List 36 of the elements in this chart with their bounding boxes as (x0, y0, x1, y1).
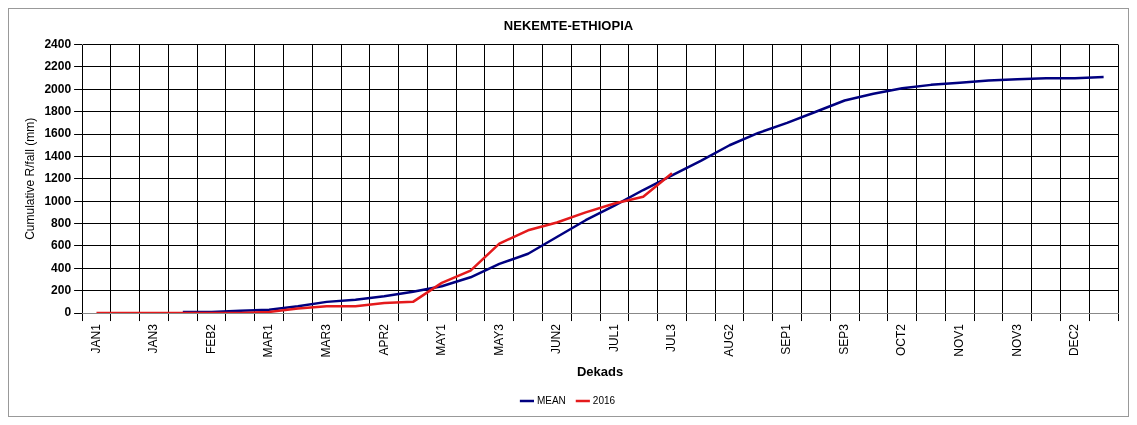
x-tick-label: JUL1 (606, 323, 621, 353)
x-tick-label: NOV1 (952, 323, 967, 357)
y-tick-label: 2200 (44, 59, 72, 74)
y-tick-label: 1800 (44, 104, 72, 119)
y-tick-label: 0 (64, 305, 72, 320)
y-tick-label: 400 (51, 260, 72, 275)
legend-label: 2016 (592, 394, 616, 406)
x-axis-title: Dekads (576, 363, 624, 379)
y-tick-label: 200 (51, 283, 72, 297)
x-tick-label: MAR3 (319, 323, 333, 358)
x-tick-label: SEP3 (836, 323, 851, 355)
x-tick-label: JAN3 (146, 323, 161, 354)
x-tick-label: APR2 (376, 323, 391, 356)
x-tick-label: AUG2 (721, 323, 736, 357)
y-tick-label: 1400 (44, 148, 72, 163)
x-tick-label: MAR1 (261, 323, 276, 358)
x-tick-label: FEB2 (203, 323, 218, 355)
x-tick-label: DEC2 (1067, 323, 1082, 357)
x-tick-label: JAN1 (88, 323, 103, 354)
y-tick-label: 600 (51, 238, 72, 253)
x-tick-label: MAY1 (434, 323, 449, 356)
y-axis-title: Cumulative R/fall (mm) (22, 117, 37, 240)
y-tick-label: 1000 (44, 193, 72, 208)
y-tick-label: 2400 (44, 36, 72, 51)
x-tick-label: OCT2 (894, 323, 909, 357)
x-tick-label: SEP1 (779, 323, 794, 355)
x-tick-label: MAY3 (491, 323, 506, 356)
x-tick-label: JUL3 (664, 323, 679, 353)
x-tick-label: JUN2 (549, 323, 564, 355)
y-tick-label: 1600 (44, 126, 72, 141)
y-tick-label: 2000 (44, 81, 72, 96)
y-tick-label: 800 (51, 215, 72, 230)
chart-title: NEKEMTE-ETHIOPIA (503, 18, 634, 34)
legend-label: MEAN (536, 394, 566, 406)
x-tick-label: NOV3 (1009, 323, 1024, 357)
y-tick-label: 1200 (44, 171, 72, 186)
